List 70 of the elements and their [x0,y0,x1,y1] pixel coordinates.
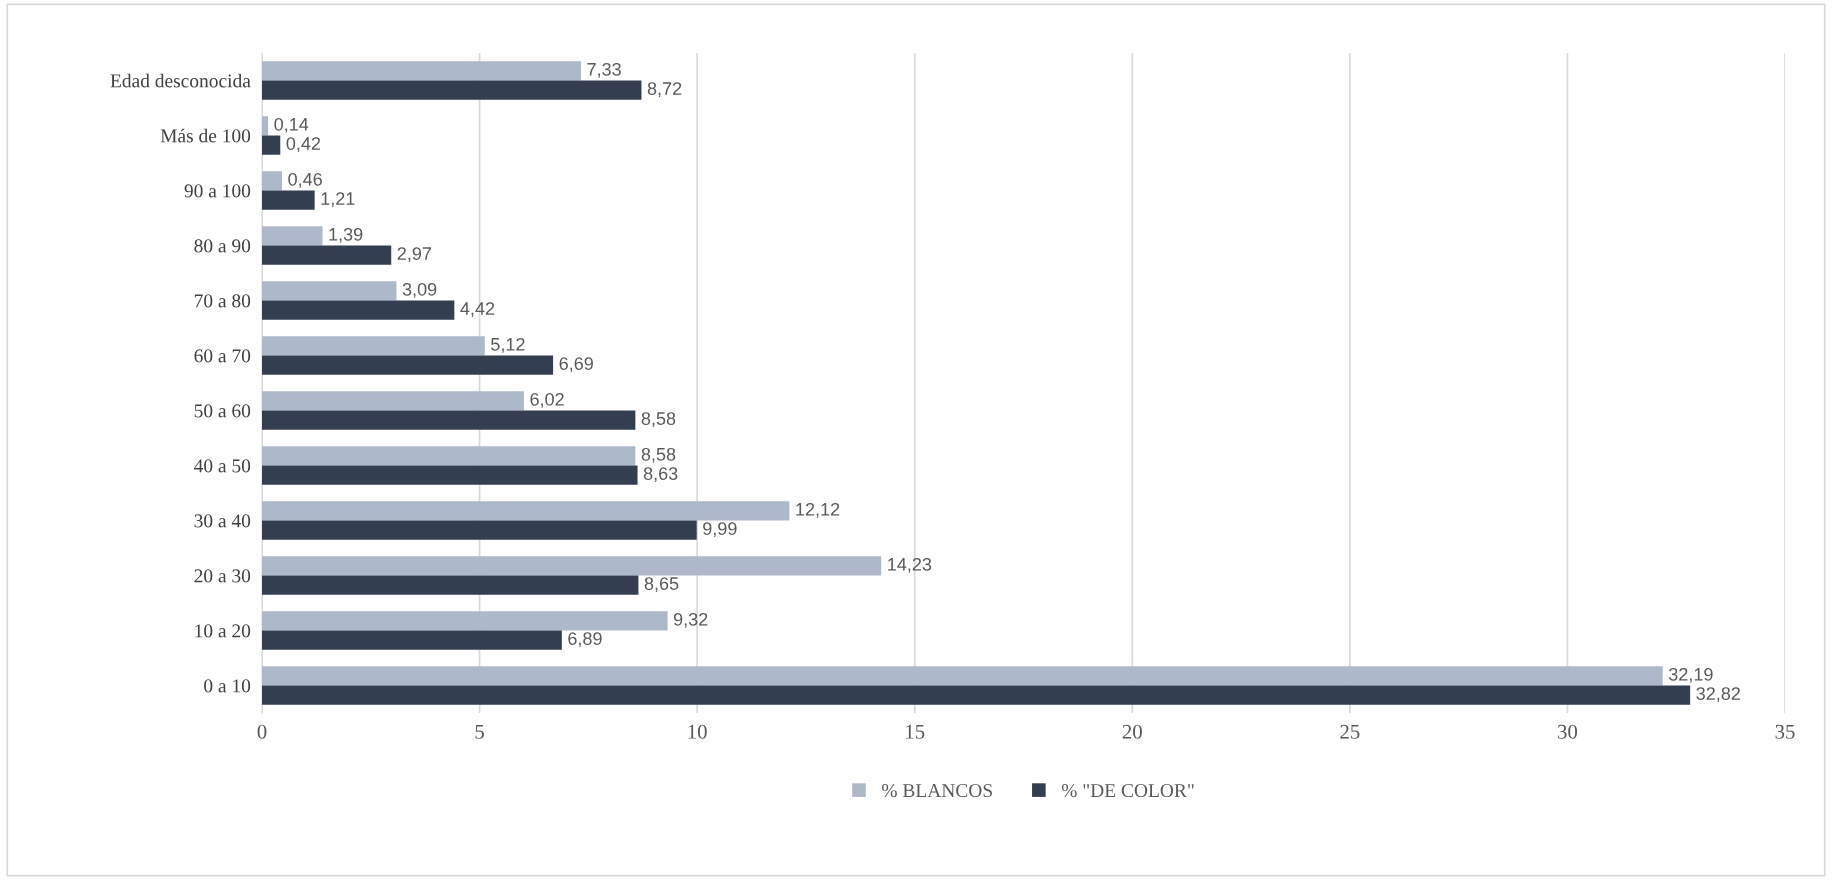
data-label: 9,99 [703,522,737,538]
x-tick-label: 10 [688,724,707,739]
bar [262,355,554,375]
data-label: 32,19 [1668,667,1713,683]
legend-label: % "DE COLOR" [1061,783,1194,798]
data-label: 0,46 [288,172,322,188]
x-tick-label: 25 [1340,724,1360,739]
bar [262,556,882,576]
data-label: 5,12 [491,337,525,353]
data-label: 3,09 [402,282,437,298]
x-tick-label: 30 [1558,724,1578,739]
bar [262,190,315,210]
data-label: 8,58 [641,412,676,428]
data-label: 8,63 [643,467,678,483]
y-tick-label: 70 a 80 [194,294,251,308]
bar [262,336,485,356]
x-tick-label: 15 [906,724,925,739]
data-label: 32,82 [1696,687,1740,703]
y-tick-label: 0 a 10 [204,679,251,693]
bar [262,281,397,301]
data-label: 8,58 [641,447,676,463]
y-tick-label: 60 a 70 [194,349,251,363]
bar [262,630,562,650]
data-label: 2,97 [397,247,432,263]
y-tick-label: 50 a 60 [194,404,251,418]
y-tick-label: 10 a 20 [195,624,251,638]
bar [262,520,697,540]
data-label: 14,23 [888,557,932,573]
data-label: 1,39 [329,227,363,243]
legend-label: % BLANCOS [882,783,992,798]
data-label: 7,33 [587,62,621,78]
bar [262,501,790,521]
data-label: 9,32 [673,612,708,628]
y-tick-label: 40 a 50 [194,459,251,473]
data-label: 12,12 [796,502,840,518]
bar [262,245,392,265]
data-label: 6,02 [530,392,564,408]
bar [262,611,668,631]
data-label: 0,14 [274,117,309,133]
y-tick-label: 90 a 100 [184,184,251,198]
bar [262,61,581,81]
data-label: 1,21 [321,192,355,208]
bar [262,666,1663,686]
y-tick-label: 30 a 40 [194,514,251,528]
bar [262,410,636,430]
bar [262,171,283,191]
bar [262,226,323,246]
data-label: 0,42 [286,137,321,153]
x-tick-label: 20 [1122,724,1142,739]
bar [262,465,638,485]
bar [262,446,636,466]
data-label: 8,65 [644,577,679,593]
data-label: 4,42 [460,302,495,318]
data-label: 6,89 [568,632,602,648]
bar [262,135,281,155]
y-tick-label: Edad desconocida [110,73,251,88]
data-label: 8,72 [647,82,682,98]
y-tick-label: 20 a 30 [194,569,251,583]
x-tick-label: 0 [257,724,267,739]
bar [262,575,639,595]
data-label: 6,69 [559,357,593,373]
bar [262,391,524,411]
bar [262,116,269,136]
y-tick-label: Más de 100 [160,128,251,143]
bar [262,685,1691,705]
x-tick-label: 35 [1775,724,1795,739]
bar [262,300,455,320]
bar [262,80,642,100]
x-tick-label: 5 [475,724,484,739]
y-tick-label: 80 a 90 [194,239,251,253]
